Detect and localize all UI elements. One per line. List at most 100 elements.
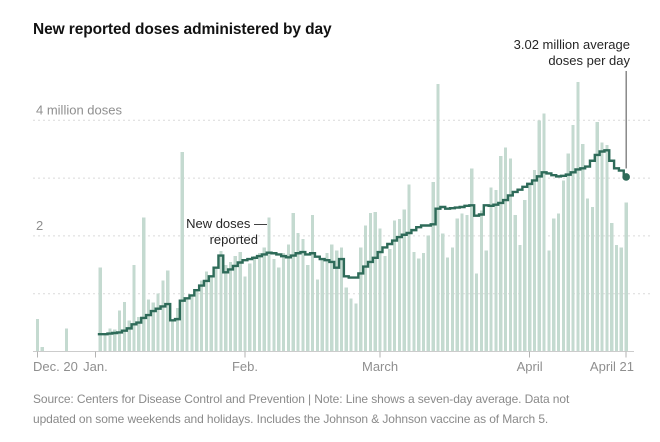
seven-day-average-line — [97, 149, 629, 336]
x-axis-tick-label: April 21 — [590, 359, 634, 374]
dose-bar — [339, 247, 344, 352]
dose-bar — [392, 220, 397, 352]
dose-bar — [465, 215, 469, 352]
dose-bar — [277, 267, 281, 352]
x-axis-tick-label: Dec. 20 — [33, 359, 78, 374]
dose-bar — [243, 276, 247, 352]
dose-bar — [364, 225, 368, 352]
dose-bar — [146, 299, 151, 352]
source-note-line2: updated on some weekends and holidays. I… — [33, 412, 549, 426]
x-axis-tick-label: April — [517, 359, 543, 374]
dose-bar — [600, 142, 604, 352]
dose-bar — [571, 124, 575, 352]
dose-bar — [503, 147, 508, 352]
dose-bar — [330, 244, 334, 352]
chart-title: New reported doses administered by day — [33, 21, 332, 38]
dose-bar — [373, 212, 377, 352]
dose-bar — [257, 253, 262, 352]
dose-bar — [233, 256, 237, 352]
dose-bar — [523, 200, 527, 352]
dose-bar — [296, 233, 300, 352]
dose-bar — [267, 217, 271, 352]
x-axis-tick-label: Feb. — [232, 359, 258, 374]
average-annotation-line1: 3.02 million average — [513, 37, 630, 52]
dose-bar — [383, 256, 387, 352]
dose-bar — [407, 184, 411, 352]
dose-bar — [489, 187, 493, 352]
dose-bar — [64, 328, 69, 352]
dose-bar — [412, 252, 416, 352]
dose-bar — [214, 268, 218, 352]
dose-bar — [325, 253, 329, 352]
dose-bar — [248, 263, 252, 352]
dose-bar — [378, 228, 382, 352]
dose-bar — [238, 252, 242, 352]
dose-bar — [359, 247, 363, 352]
dose-bar — [388, 249, 392, 352]
dose-bar — [281, 253, 286, 352]
dose-bar — [335, 250, 339, 352]
dose-bar — [117, 310, 122, 352]
dose-bar — [518, 245, 522, 352]
dose-bar — [175, 308, 180, 352]
dose-bar — [291, 212, 295, 352]
dose-bar — [619, 247, 623, 352]
source-note: Source: Centers for Disease Control and … — [33, 389, 569, 429]
dose-bar — [426, 235, 430, 352]
x-axis-tick-label: March — [362, 359, 398, 374]
line-end-dot — [622, 173, 630, 181]
dose-bar — [605, 145, 609, 352]
dose-bar — [171, 319, 175, 352]
dose-bar — [228, 261, 233, 352]
dose-bar — [557, 213, 561, 352]
dose-bar — [585, 198, 590, 352]
new-doses-annotation: New doses — reported — [186, 216, 267, 248]
dose-bar — [576, 82, 580, 352]
dose-bar — [528, 183, 532, 352]
dose-bar — [450, 247, 455, 352]
dose-bar — [301, 238, 305, 352]
dose-bar — [484, 250, 488, 352]
average-annotation: 3.02 million average doses per day — [514, 37, 630, 69]
dose-bar — [132, 264, 136, 352]
dose-bar — [137, 316, 141, 352]
dose-bar — [35, 319, 40, 352]
y-axis-label-4m: 4 million doses — [36, 102, 122, 117]
dose-bar — [581, 144, 585, 352]
dose-bar — [547, 250, 551, 352]
dose-bar — [595, 122, 599, 352]
dose-bar — [190, 296, 194, 352]
dose-bar — [262, 247, 266, 352]
dose-bar — [610, 223, 614, 352]
dose-bar — [204, 271, 208, 352]
dose-bar — [161, 280, 165, 352]
dose-bar — [537, 120, 541, 352]
dose-bar — [156, 293, 160, 352]
dose-bar — [209, 277, 213, 352]
dose-bar — [180, 152, 184, 352]
dose-bar — [590, 207, 594, 352]
new-doses-annotation-line2: reported — [209, 232, 258, 247]
dose-bar — [614, 245, 619, 352]
dose-bar — [306, 264, 310, 352]
dose-bar — [542, 113, 546, 352]
dose-bar — [127, 320, 131, 352]
dose-bar — [552, 218, 556, 352]
dose-bar — [103, 334, 107, 352]
dose-bar — [253, 256, 257, 352]
dose-bar — [436, 83, 440, 352]
dose-bar — [421, 253, 426, 352]
dose-bar — [561, 180, 566, 352]
dose-bar — [368, 212, 373, 352]
dose-bar — [354, 303, 358, 352]
dose-bar — [470, 168, 474, 352]
dose-bar — [446, 257, 450, 352]
dose-bar — [142, 217, 146, 352]
dose-bar — [455, 218, 459, 352]
dose-bar — [166, 270, 170, 352]
dose-bar — [344, 287, 348, 352]
dose-bar — [40, 346, 44, 352]
dose-bar — [494, 190, 498, 352]
dose-bar — [219, 250, 223, 352]
